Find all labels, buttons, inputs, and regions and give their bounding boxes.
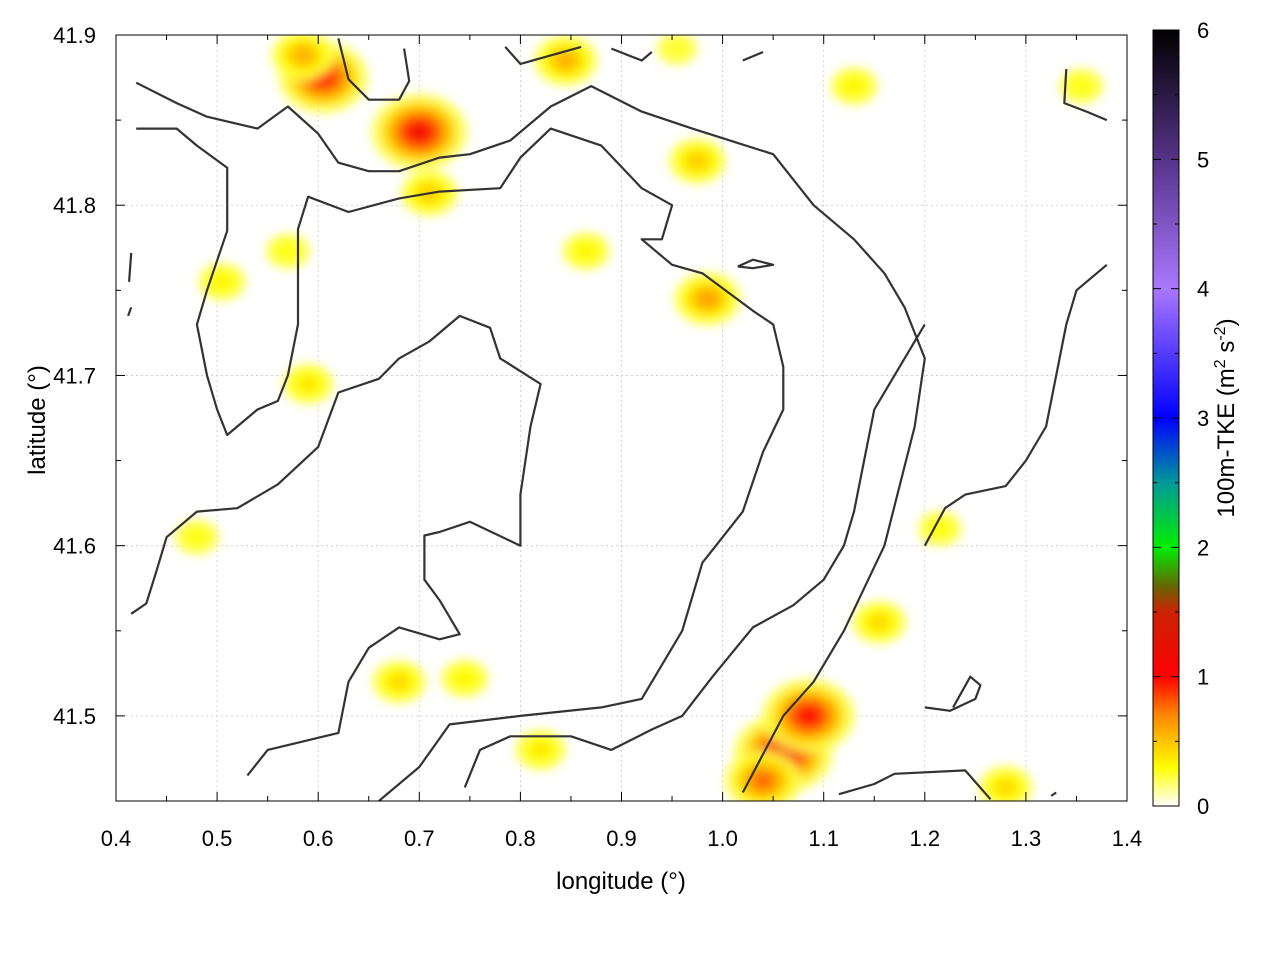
tke-hotspot: [515, 729, 567, 771]
terrain-contour: [610, 47, 653, 62]
y-tick-label: 41.8: [53, 193, 96, 218]
colorbar-label-main: 100m-TKE (m: [1213, 368, 1240, 517]
terrain-contour: [504, 45, 582, 65]
tke-level: [1075, 81, 1088, 91]
x-tick-label: 0.7: [404, 826, 435, 851]
tke-hotspot: [271, 35, 336, 82]
x-tick-label: 0.6: [303, 826, 334, 851]
colorbar: 0 1 2 3 4 5 6 100m-TKE (m2 s-2): [1152, 18, 1240, 819]
terrain-contour: [337, 38, 411, 101]
colorbar-label: 100m-TKE (m2 s-2): [1212, 318, 1240, 517]
tke-hotspot: [656, 35, 698, 66]
tke-hotspot: [562, 232, 610, 271]
tke-level: [753, 772, 773, 789]
y-axis-title: latitude (°): [24, 365, 51, 475]
tke-hotspot: [830, 66, 878, 106]
terrain-contour: [130, 314, 542, 777]
terrain-contour: [924, 675, 982, 712]
terrain-contour: [127, 307, 133, 317]
tke-level: [872, 616, 887, 628]
tke-level: [407, 122, 432, 142]
tke-level: [392, 676, 406, 688]
tke-level: [534, 744, 547, 756]
tke-level: [998, 781, 1013, 793]
tke-level: [301, 378, 315, 390]
terrain-contour: [737, 258, 775, 270]
tke-level: [557, 54, 574, 67]
colorbar-tick-label: 2: [1197, 535, 1209, 560]
tke-level: [191, 532, 203, 542]
y-tick-label: 41.5: [53, 704, 96, 729]
tke-hotspot: [282, 363, 334, 405]
x-tick-label: 1.0: [707, 826, 738, 851]
tke-level: [458, 673, 471, 684]
colorbar-tick-label: 4: [1197, 277, 1209, 302]
tke-hotspot: [174, 519, 220, 555]
terrain-contour: [923, 263, 1108, 547]
gridlines: [116, 35, 1127, 801]
tke-hotspot: [978, 765, 1033, 801]
terrain-contour: [136, 127, 785, 801]
tke-hotspot: [1059, 68, 1104, 104]
x-tick-label: 0.5: [202, 826, 233, 851]
y-tick-labels: 41.5 41.6 41.7 41.8 41.9: [53, 23, 96, 729]
tke-level: [934, 524, 946, 534]
colorbar-label-mid: s: [1213, 341, 1240, 360]
terrain-contour: [128, 252, 133, 282]
tke-hotspot: [852, 600, 907, 644]
x-tick-label: 1.1: [808, 826, 839, 851]
tke-hotspot: [724, 749, 802, 801]
terrain-contour: [1050, 791, 1057, 797]
x-tick-label: 0.9: [606, 826, 637, 851]
x-tick-label: 1.3: [1011, 826, 1042, 851]
tke-hotspot: [371, 660, 427, 704]
colorbar-tick-label: 5: [1197, 147, 1209, 172]
y-tick-label: 41.9: [53, 23, 96, 48]
y-tick-label: 41.7: [53, 363, 96, 388]
tke-level: [580, 246, 593, 256]
tke-hotspot: [673, 271, 742, 326]
tke-level: [699, 292, 716, 306]
tke-level: [796, 706, 821, 726]
colorbar-tick-label: 1: [1197, 665, 1209, 690]
tke-level: [282, 246, 294, 256]
x-tick-label: 1.2: [910, 826, 941, 851]
plot-background: [116, 35, 1127, 801]
terrain-contour: [463, 323, 926, 788]
tke-hotspot: [668, 137, 727, 184]
tke-level: [216, 277, 229, 287]
x-tick-label: 0.8: [505, 826, 536, 851]
contour-layer: [127, 38, 1108, 801]
colorbar-tick-label: 0: [1197, 794, 1209, 819]
x-tick-label: 1.4: [1112, 826, 1143, 851]
tke-level: [848, 81, 860, 91]
colorbar-label-end: ): [1213, 318, 1240, 326]
tke-level: [690, 155, 705, 167]
tke-hotspot: [371, 93, 468, 171]
colorbar-label-sup2: -2: [1212, 326, 1229, 340]
terrain-contour: [135, 81, 926, 794]
tke-hotspot: [440, 659, 489, 698]
x-tick-labels: 0.4 0.5 0.6 0.7 0.8 0.9 1.0 1.1 1.2 1.3 1.4: [101, 826, 1143, 851]
axis-ticks: [115, 34, 1128, 802]
colorbar-label-sup1: 2: [1212, 359, 1229, 368]
x-tick-label: 0.4: [101, 826, 132, 851]
x-axis-title: longitude (°): [556, 868, 686, 895]
plot-area: [115, 34, 1128, 802]
tke-level: [295, 49, 312, 62]
colorbar-ticks: 0 1 2 3 4 5 6: [1153, 18, 1209, 819]
terrain-contour: [742, 50, 764, 62]
colorbar-tick-label: 6: [1197, 18, 1209, 43]
y-tick-label: 41.6: [53, 534, 96, 559]
tke-level: [671, 44, 683, 53]
tke-hotspot: [533, 35, 598, 87]
tke-hotspot: [265, 233, 311, 269]
terrain-contour: [838, 769, 992, 801]
tke-hotspot: [761, 678, 856, 754]
colorbar-tick-label: 3: [1197, 406, 1209, 431]
terrain-contour: [1063, 68, 1108, 122]
